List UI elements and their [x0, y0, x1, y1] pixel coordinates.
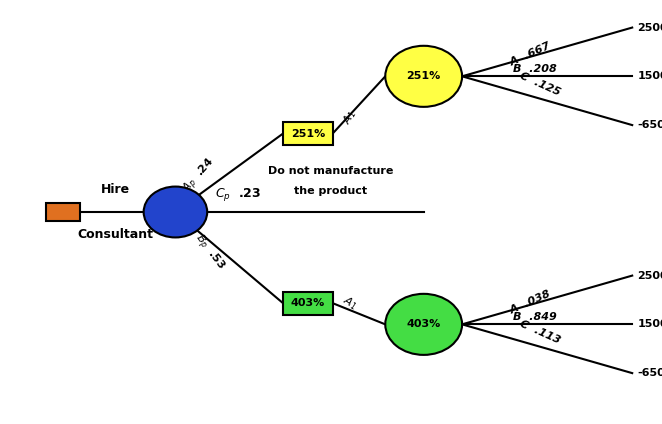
Text: $A_1$: $A_1$ [340, 294, 359, 313]
FancyBboxPatch shape [46, 203, 80, 221]
Text: Hire: Hire [101, 183, 130, 196]
Text: $A_p$  .24: $A_p$ .24 [179, 155, 219, 197]
Text: A  .038: A .038 [508, 289, 552, 316]
Text: A  .667: A .667 [508, 41, 552, 68]
Text: Do not manufacture: Do not manufacture [268, 166, 394, 176]
Text: $A_1$: $A_1$ [340, 107, 359, 127]
FancyBboxPatch shape [283, 292, 333, 315]
Text: 251%: 251% [406, 71, 441, 81]
Text: 251%: 251% [291, 128, 325, 139]
Text: 1500: 1500 [638, 319, 662, 329]
Text: B  .208: B .208 [513, 64, 557, 74]
Text: C  .125: C .125 [518, 70, 561, 98]
FancyBboxPatch shape [283, 122, 333, 145]
Text: 403%: 403% [291, 298, 325, 308]
Ellipse shape [144, 187, 207, 237]
Text: $B_p$  .53: $B_p$ .53 [189, 232, 228, 274]
Text: C  .113: C .113 [518, 318, 561, 346]
Text: 403%: 403% [406, 319, 441, 329]
Text: $C_p$  .23: $C_p$ .23 [215, 186, 261, 203]
Ellipse shape [385, 46, 462, 107]
Text: B  .849: B .849 [513, 312, 557, 322]
Text: -6500: -6500 [638, 368, 662, 378]
Text: Consultant: Consultant [78, 228, 154, 241]
Text: 2500: 2500 [638, 22, 662, 33]
Text: 2500: 2500 [638, 271, 662, 281]
Text: -6500: -6500 [638, 120, 662, 130]
Text: 1500: 1500 [638, 71, 662, 81]
Ellipse shape [385, 294, 462, 355]
Text: the product: the product [295, 186, 367, 196]
